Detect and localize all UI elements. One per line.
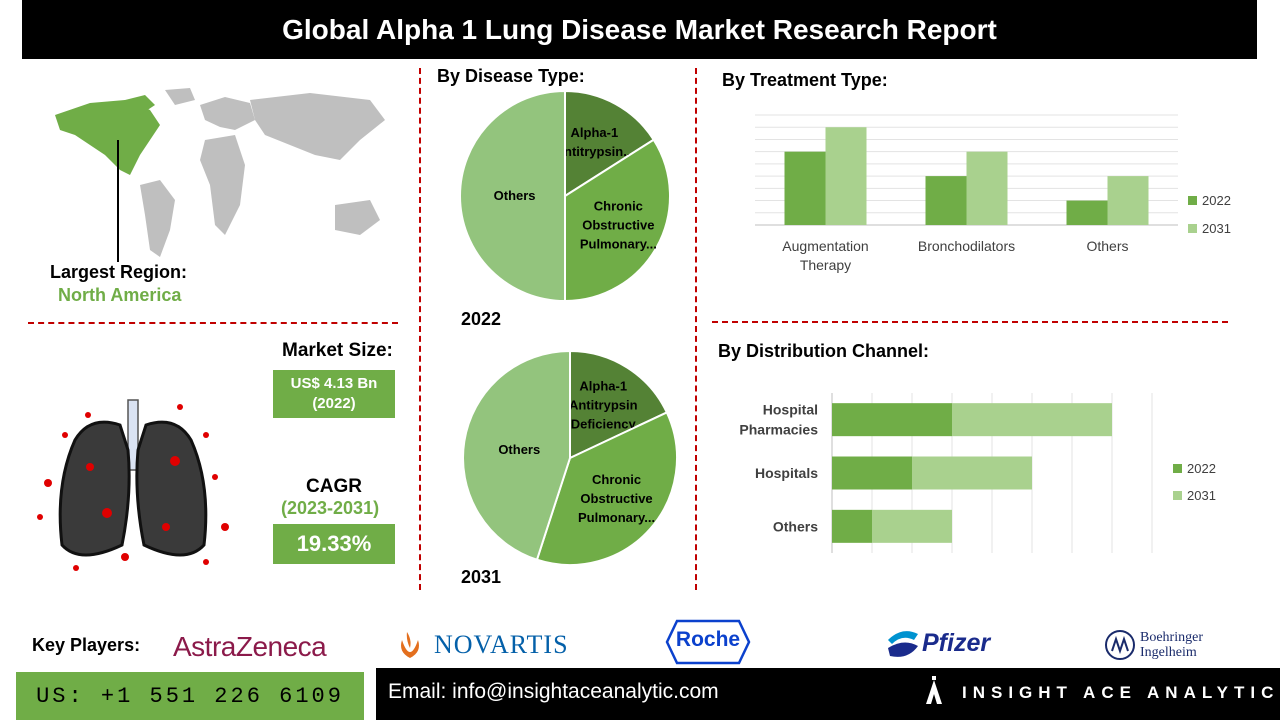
market-size-box: US$ 4.13 Bn (2022) xyxy=(273,370,395,418)
x-tick-label-0: Augmentation Therapy xyxy=(782,238,868,273)
bar-2031-2 xyxy=(872,509,952,543)
market-size-label: Market Size: xyxy=(282,340,393,361)
pie-slice-3 xyxy=(459,89,566,303)
distribution-bar-chart: Hospital Pharmacies Hospitals Others 2022 203… xyxy=(739,393,1216,553)
legend-label-2031: 2031 xyxy=(1202,221,1231,236)
pie-slice-1 xyxy=(564,89,656,198)
pie-slice-3 xyxy=(462,349,571,562)
cagr-value: 19.33% xyxy=(273,524,395,564)
bar-2031-1 xyxy=(966,151,1008,225)
boehringer-emblem-icon xyxy=(1105,630,1135,660)
bar-2022-0 xyxy=(832,403,952,437)
bar-2022-0 xyxy=(784,151,826,225)
pie-slice-label-1: Alpha-1 Antitrypsin Deficiency xyxy=(569,379,638,432)
pfizer-swirl-icon xyxy=(888,631,918,657)
pie-slice-label-1: Alpha-1 Antitrypsin... xyxy=(555,125,634,159)
pie-slice-label-3: Others xyxy=(498,442,540,457)
legend-swatch-2022 xyxy=(1173,464,1182,473)
novartis-text: NOVARTIS xyxy=(434,630,569,659)
bar-2031-0 xyxy=(825,127,867,225)
pie-slice-label-2: Chronic Obstructive Pulmonary... xyxy=(580,198,657,251)
y-tick-label-2: Others xyxy=(773,518,818,534)
bar-2022-2 xyxy=(1066,200,1108,225)
footer-bar xyxy=(376,668,1280,720)
pie-slice-label-2: Chronic Obstructive Pulmonary... xyxy=(578,472,655,525)
pie-chart-2031: Alpha-1 Antitrypsin Deficiency Chronic Obstr… xyxy=(462,349,678,566)
boehringer-logo: Boehringer Ingelheim xyxy=(1104,629,1203,661)
legend-label-2022: 2022 xyxy=(1187,461,1216,476)
legend-swatch-2031 xyxy=(1173,491,1182,500)
bar-2022-2 xyxy=(832,509,872,543)
market-size-year: (2022) xyxy=(312,395,356,412)
email-contact[interactable]: Email: info@insightaceanalytic.com xyxy=(388,680,719,703)
astrazeneca-logo: AstraZeneca xyxy=(173,631,327,662)
x-tick-label-1: Bronchodilators xyxy=(918,238,1015,254)
novartis-flame-icon xyxy=(401,632,419,658)
treatment-bar-chart: Augmentation Therapy Bronchodilators Others… xyxy=(755,114,1231,273)
map-pointer xyxy=(117,140,119,262)
bar-2031-1 xyxy=(912,456,1032,490)
divider-right xyxy=(695,68,697,590)
pie-slice-2 xyxy=(535,411,678,566)
report-title: Global Alpha 1 Lung Disease Market Resea… xyxy=(22,0,1257,59)
disease-type-title: By Disease Type: xyxy=(437,66,585,86)
bar-2031-2 xyxy=(1107,176,1149,225)
novartis-logo: NOVARTIS xyxy=(396,630,569,660)
treatment-type-title: By Treatment Type: xyxy=(722,70,888,90)
largest-region-label: Largest Region: xyxy=(50,262,188,282)
legend-label-2031: 2031 xyxy=(1187,488,1216,503)
market-size-value: US$ 4.13 Bn xyxy=(290,375,378,392)
legend-label-2022: 2022 xyxy=(1202,193,1231,208)
pie-chart-2022: Alpha-1 Antitrypsin... Chronic Obstructive P… xyxy=(459,89,671,303)
cagr-label: CAGR xyxy=(306,476,362,497)
divider-region xyxy=(28,322,398,324)
divider-charts xyxy=(712,321,1228,323)
brand-name: INSIGHT ACE ANALYTIC xyxy=(962,683,1280,702)
phone-contact[interactable]: US: +1 551 226 6109 xyxy=(16,672,364,720)
y-tick-label-1: Hospitals xyxy=(755,465,818,481)
pfizer-text: Pfizer xyxy=(922,628,991,657)
pie-slice-1 xyxy=(569,349,669,460)
distribution-channel-title: By Distribution Channel: xyxy=(718,341,929,361)
bar-2022-1 xyxy=(832,456,912,490)
roche-logo xyxy=(665,619,751,665)
pie-year-2031: 2031 xyxy=(461,567,502,587)
insight-ace-logo-icon xyxy=(926,676,942,704)
pie-slice-2 xyxy=(564,138,671,303)
boehringer-text: Boehringer xyxy=(1140,630,1203,645)
lungs-icon xyxy=(37,399,229,571)
legend-swatch-2031 xyxy=(1188,224,1197,233)
largest-region-value: North America xyxy=(58,285,182,305)
legend-swatch-2022 xyxy=(1188,196,1197,205)
cagr-period: (2023-2031) xyxy=(281,498,380,518)
pie-slice-label-3: Others xyxy=(494,188,536,203)
roche-text: Roche xyxy=(675,628,741,651)
y-tick-label-0: Hospital Pharmacies xyxy=(739,402,818,438)
pfizer-logo: Pfizer xyxy=(884,624,990,662)
world-map xyxy=(55,88,385,257)
divider-left xyxy=(419,68,421,590)
bar-2022-1 xyxy=(925,176,967,225)
pie-year-2022: 2022 xyxy=(461,309,502,329)
x-tick-label-2: Others xyxy=(1086,238,1128,254)
ingelheim-text: Ingelheim xyxy=(1140,645,1197,660)
key-players-label: Key Players: xyxy=(32,635,141,655)
bar-2031-0 xyxy=(952,403,1112,437)
